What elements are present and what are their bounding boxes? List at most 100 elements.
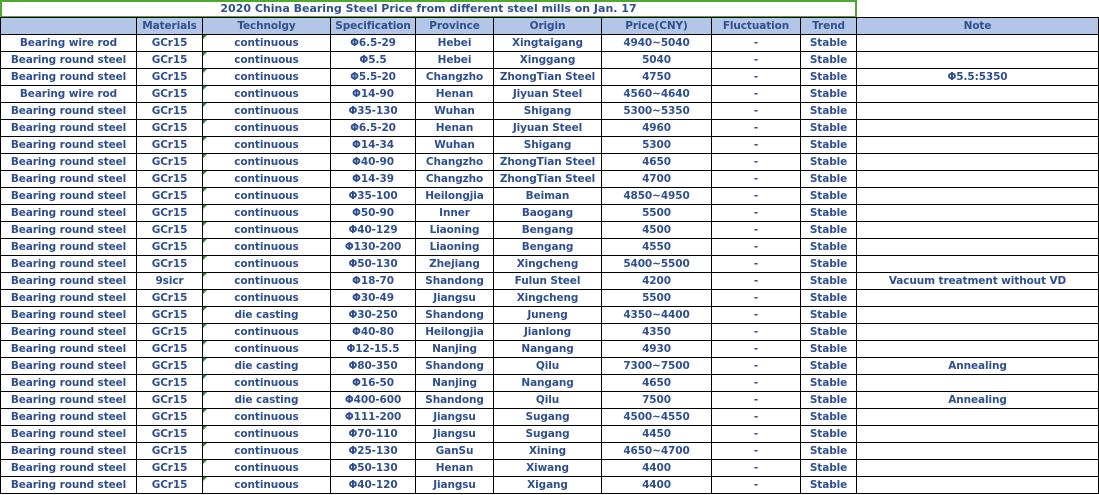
cell-province[interactable]: Changzho — [415, 153, 494, 171]
cell-technology[interactable]: continuous — [202, 408, 331, 426]
cell-price[interactable]: 7300~7500 — [601, 357, 712, 375]
cell-fluctuation[interactable]: - — [711, 340, 801, 358]
cell-fluctuation[interactable]: - — [711, 255, 801, 273]
cell-price[interactable]: 7500 — [601, 391, 712, 409]
cell-product[interactable]: Bearing wire rod — [0, 85, 137, 103]
cell-province[interactable]: Henan — [415, 119, 494, 137]
cell-product[interactable]: Bearing round steel — [0, 153, 137, 171]
cell-product[interactable]: Bearing round steel — [0, 357, 137, 375]
cell-price[interactable]: 4940~5040 — [601, 34, 712, 52]
cell-province[interactable]: Shandong — [415, 272, 494, 290]
cell-origin[interactable]: Shigang — [493, 102, 602, 120]
cell-fluctuation[interactable]: - — [711, 476, 801, 494]
cell-technology[interactable]: continuous — [202, 51, 331, 69]
cell-trend[interactable]: Stable — [800, 425, 857, 443]
cell-product[interactable]: Bearing wire rod — [0, 34, 137, 52]
cell-product[interactable]: Bearing round steel — [0, 221, 137, 239]
cell-material[interactable]: GCr15 — [136, 221, 203, 239]
cell-specification[interactable]: Φ50-90 — [330, 204, 416, 222]
cell-province[interactable]: Changzho — [415, 170, 494, 188]
cell-fluctuation[interactable]: - — [711, 408, 801, 426]
cell-price[interactable]: 4650 — [601, 374, 712, 392]
cell-province[interactable]: Jiangsu — [415, 425, 494, 443]
cell-price[interactable]: 4850~4950 — [601, 187, 712, 205]
cell-technology[interactable]: continuous — [202, 289, 331, 307]
cell-fluctuation[interactable]: - — [711, 442, 801, 460]
cell-technology[interactable]: continuous — [202, 442, 331, 460]
cell-fluctuation[interactable]: - — [711, 272, 801, 290]
cell-trend[interactable]: Stable — [800, 408, 857, 426]
cell-price[interactable]: 4400 — [601, 459, 712, 477]
cell-origin[interactable]: Xingcheng — [493, 255, 602, 273]
cell-trend[interactable]: Stable — [800, 102, 857, 120]
cell-product[interactable]: Bearing round steel — [0, 136, 137, 154]
cell-origin[interactable]: Fulun Steel — [493, 272, 602, 290]
cell-product[interactable]: Bearing round steel — [0, 306, 137, 324]
cell-material[interactable]: GCr15 — [136, 476, 203, 494]
cell-technology[interactable]: continuous — [202, 68, 331, 86]
cell-product[interactable]: Bearing round steel — [0, 204, 137, 222]
cell-trend[interactable]: Stable — [800, 442, 857, 460]
cell-origin[interactable]: Bengang — [493, 238, 602, 256]
cell-technology[interactable]: continuous — [202, 85, 331, 103]
cell-trend[interactable]: Stable — [800, 238, 857, 256]
cell-specification[interactable]: Φ40-90 — [330, 153, 416, 171]
cell-material[interactable]: GCr15 — [136, 425, 203, 443]
cell-origin[interactable]: Xingtaigang — [493, 34, 602, 52]
cell-note[interactable] — [856, 34, 1099, 52]
cell-trend[interactable]: Stable — [800, 136, 857, 154]
cell-note[interactable] — [856, 238, 1099, 256]
cell-note[interactable]: Φ5.5:5350 — [856, 68, 1099, 86]
cell-technology[interactable]: continuous — [202, 255, 331, 273]
cell-origin[interactable]: Xigang — [493, 476, 602, 494]
cell-specification[interactable]: Φ16-50 — [330, 374, 416, 392]
cell-trend[interactable]: Stable — [800, 306, 857, 324]
cell-province[interactable]: Jiangsu — [415, 289, 494, 307]
cell-material[interactable]: GCr15 — [136, 153, 203, 171]
header-note[interactable]: Note — [856, 17, 1099, 35]
cell-technology[interactable]: continuous — [202, 170, 331, 188]
cell-fluctuation[interactable]: - — [711, 51, 801, 69]
cell-origin[interactable]: Baogang — [493, 204, 602, 222]
cell-technology[interactable]: continuous — [202, 119, 331, 137]
cell-trend[interactable]: Stable — [800, 187, 857, 205]
cell-material[interactable]: GCr15 — [136, 442, 203, 460]
cell-note[interactable] — [856, 374, 1099, 392]
cell-trend[interactable]: Stable — [800, 68, 857, 86]
cell-note[interactable] — [856, 102, 1099, 120]
cell-trend[interactable]: Stable — [800, 374, 857, 392]
cell-note[interactable] — [856, 408, 1099, 426]
cell-material[interactable]: GCr15 — [136, 102, 203, 120]
cell-technology[interactable]: continuous — [202, 425, 331, 443]
cell-material[interactable]: GCr15 — [136, 323, 203, 341]
cell-material[interactable]: GCr15 — [136, 306, 203, 324]
cell-origin[interactable]: Sugang — [493, 425, 602, 443]
cell-material[interactable]: GCr15 — [136, 255, 203, 273]
cell-origin[interactable]: Jiyuan Steel — [493, 85, 602, 103]
cell-note[interactable] — [856, 255, 1099, 273]
cell-specification[interactable]: Φ111-200 — [330, 408, 416, 426]
cell-material[interactable]: GCr15 — [136, 238, 203, 256]
cell-specification[interactable]: Φ14-39 — [330, 170, 416, 188]
cell-product[interactable]: Bearing round steel — [0, 102, 137, 120]
cell-fluctuation[interactable]: - — [711, 391, 801, 409]
cell-origin[interactable]: Xining — [493, 442, 602, 460]
cell-province[interactable]: Nanjing — [415, 374, 494, 392]
cell-specification[interactable]: Φ14-90 — [330, 85, 416, 103]
cell-province[interactable]: Shandong — [415, 357, 494, 375]
cell-technology[interactable]: continuous — [202, 323, 331, 341]
cell-origin[interactable]: Bengang — [493, 221, 602, 239]
cell-material[interactable]: GCr15 — [136, 187, 203, 205]
cell-technology[interactable]: die casting — [202, 306, 331, 324]
cell-product[interactable]: Bearing round steel — [0, 255, 137, 273]
cell-product[interactable]: Bearing round steel — [0, 476, 137, 494]
cell-note[interactable] — [856, 85, 1099, 103]
cell-technology[interactable]: continuous — [202, 102, 331, 120]
cell-note[interactable]: Annealing — [856, 391, 1099, 409]
cell-note[interactable] — [856, 136, 1099, 154]
cell-province[interactable]: Jiangsu — [415, 408, 494, 426]
cell-technology[interactable]: die casting — [202, 391, 331, 409]
cell-province[interactable]: Jiangsu — [415, 476, 494, 494]
cell-material[interactable]: GCr15 — [136, 391, 203, 409]
cell-price[interactable]: 4750 — [601, 68, 712, 86]
